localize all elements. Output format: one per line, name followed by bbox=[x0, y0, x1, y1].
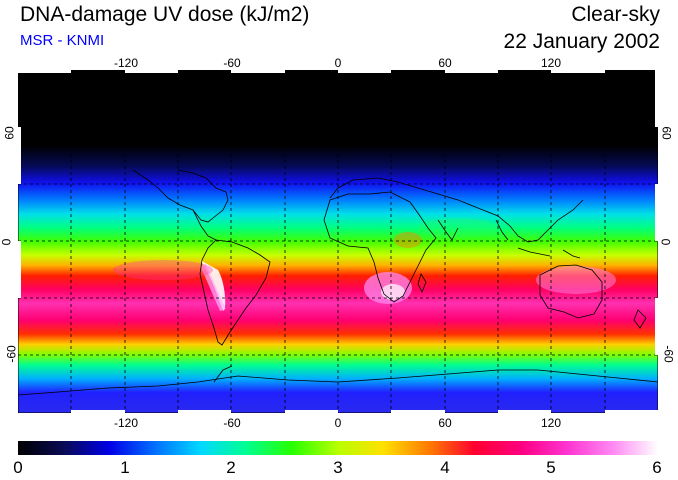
lon-tick-bottom: 0 bbox=[334, 416, 342, 430]
lon-tick-top: 0 bbox=[334, 56, 342, 70]
scale-label: 2 bbox=[226, 458, 236, 477]
lat-tick-right: 0 bbox=[658, 238, 673, 246]
scale-label: 4 bbox=[440, 458, 450, 477]
lon-tick-top: -120 bbox=[113, 56, 139, 70]
scale-label: 5 bbox=[546, 458, 556, 477]
lon-tick-top: -60 bbox=[223, 56, 241, 70]
uv-dose-map bbox=[18, 70, 658, 413]
map-title: DNA-damage UV dose (kJ/m2) bbox=[20, 3, 310, 26]
scale-label: 6 bbox=[652, 458, 662, 477]
lon-tick-bottom: 60 bbox=[438, 416, 452, 430]
scale-label: 3 bbox=[333, 458, 343, 477]
lat-tick-left: -60 bbox=[4, 345, 19, 363]
lat-tick-left: 0 bbox=[0, 238, 14, 246]
lon-tick-top: 120 bbox=[540, 56, 562, 70]
scale-label: 0 bbox=[13, 458, 23, 477]
lon-tick-top: 60 bbox=[438, 56, 452, 70]
lat-tick-right: -60 bbox=[661, 345, 676, 363]
lat-tick-left: 60 bbox=[2, 126, 17, 140]
color-scale-bar bbox=[18, 441, 658, 455]
lat-tick-right: 60 bbox=[659, 126, 674, 140]
lon-tick-bottom: -120 bbox=[113, 416, 139, 430]
date-label: 22 January 2002 bbox=[503, 30, 660, 53]
source-label: MSR - KNMI bbox=[20, 32, 105, 49]
lon-tick-bottom: -60 bbox=[223, 416, 241, 430]
lon-tick-bottom: 120 bbox=[540, 416, 562, 430]
scale-label: 1 bbox=[120, 458, 130, 477]
map-border bbox=[18, 70, 658, 413]
sky-condition-label: Clear-sky bbox=[571, 3, 660, 26]
graticule bbox=[18, 70, 658, 413]
